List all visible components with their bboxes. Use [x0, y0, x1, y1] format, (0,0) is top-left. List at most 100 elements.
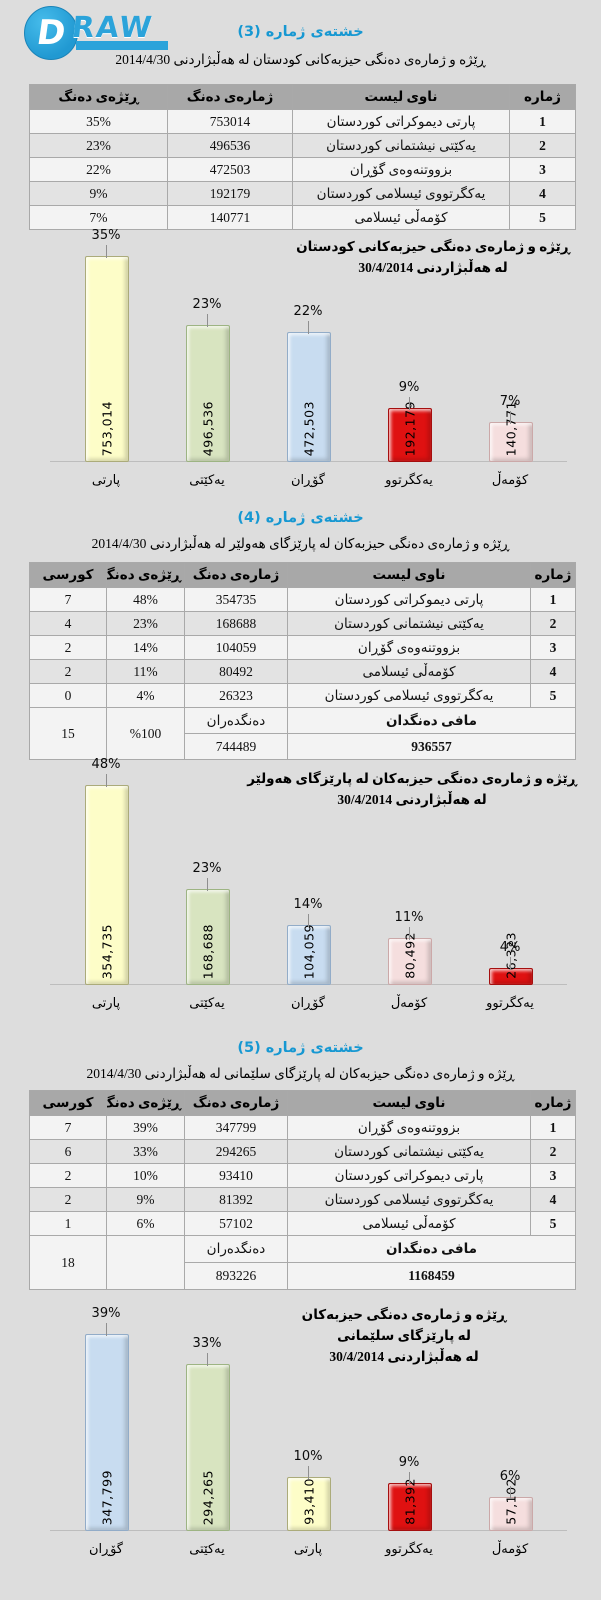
bar-value-label: 80,492 [402, 932, 418, 979]
bar-value-label: 104,059 [301, 923, 317, 979]
cell-percent: 23% [29, 133, 168, 158]
table-row: 3 پارتی دیموکراتی کوردستان 93410 10% 2 [29, 1163, 576, 1188]
table-footer-row: 1168459 893226 [30, 1262, 576, 1290]
cell-voters-total: 893226 [184, 1262, 288, 1290]
cell-seats: 7 [29, 1115, 107, 1140]
table-row: 5 یەکگرتووی ئیسلامی کوردستان 26323 4% 0 [29, 683, 576, 708]
table-header-row: ژمارە ناوی لیست ژمارەی دەنگ ڕێژەی دەنگ [29, 84, 576, 110]
bar-percent-label: 48% [91, 757, 121, 772]
table-footer-row: مافی دەنگدان دەنگدەران %100 15 [29, 707, 576, 760]
cell-seats: 2 [29, 1187, 107, 1212]
cell-seats: 6 [29, 1139, 107, 1164]
cell-seats: 4 [29, 611, 107, 636]
bar-category-label: یەکێتی [189, 472, 225, 487]
cell-seats: 1 [29, 1211, 107, 1236]
cell-number: 2 [509, 133, 576, 158]
bar-percent-label: 9% [398, 1455, 420, 1470]
bar-category-label: پارتی [91, 995, 121, 1010]
cell-percent-total: %100 [106, 707, 185, 760]
bar-category-label: یەکگرتوو [385, 1541, 433, 1556]
percent-leader-line [510, 957, 511, 970]
percent-leader-line [510, 1486, 511, 1499]
bar-percent-label: 14% [293, 897, 323, 912]
cell-number: 1 [509, 109, 576, 134]
col-header-list-name: ناوی لیست [292, 84, 510, 110]
cell-votes: 140771 [167, 205, 293, 230]
cell-party-name: یەکێتی نیشتمانی کوردستان [287, 1139, 531, 1164]
section-title-table3: خشتەی ژمارە (3) [237, 24, 364, 40]
cell-percent: 9% [106, 1187, 185, 1212]
col-header-number: ژمارە [530, 562, 576, 588]
table-header-row: ژمارە ناوی لیست ژمارەی دەنگ ڕێژەی دەنگ ک… [29, 562, 576, 588]
table-row: 4 یەکگرتووی ئیسلامی کوردستان 192179 9% [29, 181, 576, 206]
cell-percent: 11% [106, 659, 185, 684]
bar-value-label: 81,392 [402, 1478, 418, 1525]
cell-votes: 753014 [167, 109, 293, 134]
cell-votes: 104059 [184, 635, 288, 660]
bar-یەکێتی: 294,265 [186, 1364, 230, 1531]
bar-category-label: گۆڕان [291, 995, 325, 1010]
cell-eligible-label: مافی دەنگدان [287, 707, 576, 734]
cell-party-name: بزووتنەوەی گۆڕان [287, 635, 531, 660]
cell-seats: 0 [29, 683, 107, 708]
col-header-percent: ڕێژەی دەنگ [106, 1090, 185, 1116]
cell-seats-total: 18 [29, 1235, 107, 1290]
cell-percent: 35% [29, 109, 168, 134]
cell-percent: 39% [106, 1115, 185, 1140]
chart-title-line: ڕێژە و ژمارەی دەنگی حیزبەکان [301, 1307, 507, 1322]
cell-number: 1 [530, 587, 576, 612]
bar-value-label: 496,536 [200, 400, 216, 456]
bar-category-label: کۆمەڵ [491, 472, 529, 487]
bar-percent-label: 6% [499, 1469, 521, 1484]
percent-leader-line [510, 411, 511, 424]
section-title-table5: خشتەی ژمارە (5) [237, 1040, 364, 1056]
cell-votes: 472503 [167, 157, 293, 182]
logo-tagline-bar [76, 41, 168, 50]
logo-wordmark: RAW [70, 10, 168, 50]
section-title-table4: خشتەی ژمارە (4) [237, 510, 364, 526]
cell-party-name: یەکگرتووی ئیسلامی کوردستان [292, 181, 510, 206]
cell-seats: 2 [29, 1163, 107, 1188]
cell-number: 1 [530, 1115, 576, 1140]
table-row: 3 بزووتنەوەی گۆڕان 104059 14% 2 [29, 635, 576, 660]
bar-category-label: کۆمەڵ [390, 995, 428, 1010]
cell-party-name: پارتی دیموکراتی کوردستان [287, 587, 531, 612]
table-row: 2 یەکێتی نیشتمانی کوردستان 496536 23% [29, 133, 576, 158]
cell-eligible-total: 936557 [287, 733, 576, 760]
cell-voters-total: 744489 [184, 733, 288, 760]
cell-party-name: یەکگرتووی ئیسلامی کوردستان [287, 1187, 531, 1212]
cell-number: 2 [530, 611, 576, 636]
chart-title: ڕێژە و ژمارەی دەنگی حیزبەکان لە پارێزگای… [259, 1304, 549, 1367]
bar-category-label: یەکێتی [189, 1541, 225, 1556]
results-table-hewler: ژمارە ناوی لیست ژمارەی دەنگ ڕێژەی دەنگ ک… [29, 562, 576, 760]
percent-leader-line [308, 1466, 309, 1479]
section-subtitle-table3: ڕێژە و ژمارەی دەنگی حیزبەکانی کودستان لە… [115, 52, 486, 67]
col-header-percent: ڕێژەی دەنگ [29, 84, 168, 110]
table-row: 2 یەکێتی نیشتمانی کوردستان 168688 23% 4 [29, 611, 576, 636]
bar-کۆمەڵ: 57,102 [489, 1478, 533, 1531]
cell-seats-total: 15 [29, 707, 107, 760]
bar-percent-label: 9% [398, 380, 420, 395]
cell-votes: 496536 [167, 133, 293, 158]
cell-percent-total [106, 1235, 185, 1290]
cell-party-name: یەکگرتووی ئیسلامی کوردستان [287, 683, 531, 708]
draw-logo: D RAW [24, 6, 174, 62]
cell-percent: 22% [29, 157, 168, 182]
cell-votes: 354735 [184, 587, 288, 612]
cell-percent: 4% [106, 683, 185, 708]
cell-number: 3 [530, 635, 576, 660]
bar-پارتی: 753,014 [85, 256, 129, 462]
bar-category-label: گۆڕان [89, 1541, 123, 1556]
percent-leader-line [106, 774, 107, 787]
cell-party-name: بزووتنەوەی گۆڕان [292, 157, 510, 182]
section-subtitle-table4: ڕێژە و ژمارەی دەنگی حیزبەکان لە پارێزگای… [91, 536, 510, 551]
cell-party-name: کۆمەڵی ئیسلامی [292, 205, 510, 230]
bar-percent-label: 11% [394, 910, 424, 925]
col-header-seats: کورسی [29, 562, 107, 588]
cell-number: 2 [530, 1139, 576, 1164]
bar-percent-label: 33% [192, 1336, 222, 1351]
bar-پارتی: 93,410 [287, 1477, 331, 1531]
cell-party-name: یەکێتی نیشتمانی کوردستان [287, 611, 531, 636]
col-header-votes: ژمارەی دەنگ [167, 84, 293, 110]
bar-value-label: 347,799 [99, 1469, 115, 1525]
